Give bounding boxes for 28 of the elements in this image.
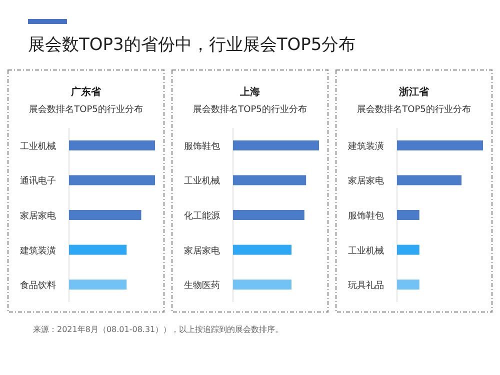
chart-title: 浙江省 <box>398 86 430 98</box>
bar <box>233 244 292 255</box>
y-tick-label: 服饰鞋包 <box>184 140 220 152</box>
y-tick-label: 食品饮料 <box>20 280 56 292</box>
y-tick-label: 家居家电 <box>184 245 220 256</box>
text: 展会数TOP3的省份中，行业展会TOP5分布 <box>28 35 356 55</box>
chart-subtitle: 展会数排名TOP5的行业分布 <box>193 104 307 115</box>
bar <box>233 140 319 150</box>
y-tick-label: 家居家电 <box>20 210 56 222</box>
y-tick-label: 工业机械 <box>348 245 384 256</box>
y-tick-label: 玩具礼品 <box>348 280 384 292</box>
y-tick-label: 生物医药 <box>184 280 220 292</box>
bar <box>233 175 306 186</box>
chart-subtitle: 展会数排名TOP5的行业分布 <box>357 104 471 115</box>
y-tick-label: 工业机械 <box>20 140 56 152</box>
y-tick-label: 通讯电子 <box>20 176 56 187</box>
y-tick-label: 建筑装潢 <box>19 245 56 256</box>
y-tick-label: 工业机械 <box>184 176 220 187</box>
y-tick-label: 化工能源 <box>184 210 220 222</box>
bar <box>233 280 292 290</box>
y-tick-label: 服饰鞋包 <box>348 210 384 222</box>
source-note: 来源：2021年8月（08.01-08.31）），以上按追踪到的展会数排序。 <box>33 325 284 334</box>
bar <box>233 210 304 220</box>
y-tick-label: 建筑装潢 <box>347 140 384 152</box>
chart-title: 广东省 <box>70 86 102 98</box>
chart-subtitle: 展会数排名TOP5的行业分布 <box>29 104 143 115</box>
chart-title: 上海 <box>239 86 260 98</box>
y-tick-label: 家居家电 <box>348 176 384 187</box>
